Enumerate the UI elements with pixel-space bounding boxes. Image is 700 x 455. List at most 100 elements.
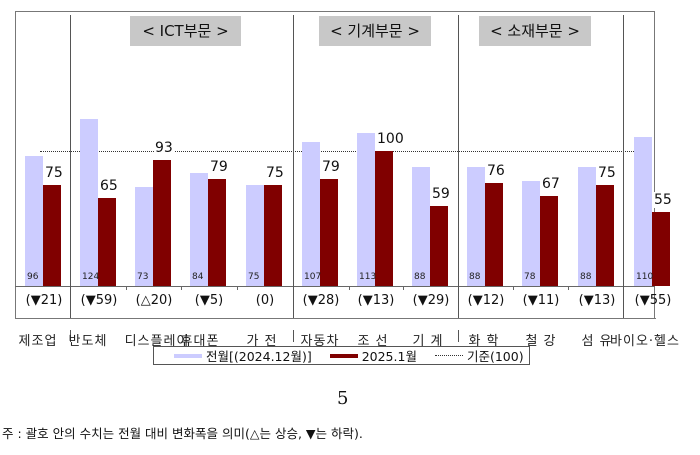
reference-line-100 bbox=[40, 151, 652, 152]
category-label: 디스플레이 bbox=[124, 334, 190, 349]
bar-value-curr: 67 bbox=[541, 176, 561, 192]
bar-value-curr: 75 bbox=[44, 165, 64, 181]
axis-tick bbox=[237, 286, 238, 290]
change-value: (▼13) bbox=[578, 293, 616, 308]
category-label: 철 강 bbox=[525, 334, 557, 349]
bar-value-prev: 75 bbox=[248, 272, 260, 282]
change-value: (▼55) bbox=[634, 293, 672, 308]
change-value: (△20) bbox=[135, 293, 173, 308]
axis-tick bbox=[403, 286, 404, 290]
section-title-ict: < ICT부문 > bbox=[130, 16, 241, 46]
change-value: (▼21) bbox=[25, 293, 63, 308]
bar-value-prev: 84 bbox=[192, 272, 204, 282]
bar-curr-month bbox=[264, 185, 282, 286]
change-value: (▼28) bbox=[302, 293, 340, 308]
bar-value-prev: 113 bbox=[359, 272, 377, 282]
bar-prev-month bbox=[467, 167, 485, 286]
bar-prev-month bbox=[522, 181, 540, 286]
legend-item-curr: 2025.1월 bbox=[329, 346, 417, 365]
change-value: (0) bbox=[255, 293, 275, 308]
section-title-machinery: < 기계부문 > bbox=[319, 16, 431, 46]
bar-curr-month bbox=[652, 212, 670, 286]
legend-item-prev: 전월[(2024.12월)] bbox=[174, 346, 312, 365]
section-title-materials: < 소재부문 > bbox=[479, 16, 591, 46]
legend-label-ref: 기준(100) bbox=[466, 349, 524, 364]
bar-value-curr: 59 bbox=[431, 186, 451, 202]
category-label: 기 계 bbox=[412, 334, 444, 349]
category-label: 제조업 bbox=[18, 334, 58, 349]
change-value: (▼13) bbox=[357, 293, 395, 308]
section-divider bbox=[458, 330, 459, 342]
axis-tick bbox=[568, 286, 569, 290]
change-value: (▼11) bbox=[522, 293, 560, 308]
axis-tick bbox=[181, 286, 182, 290]
change-value: (▼29) bbox=[412, 293, 450, 308]
bar-value-prev: 96 bbox=[27, 272, 39, 282]
change-value: (▼5) bbox=[194, 293, 224, 308]
bar-curr-month bbox=[375, 151, 393, 286]
section-divider bbox=[623, 15, 624, 318]
section-divider bbox=[458, 15, 459, 318]
bar-prev-month bbox=[578, 167, 596, 286]
legend-swatch-curr bbox=[329, 353, 358, 358]
legend-item-ref: 기준(100) bbox=[434, 346, 524, 365]
footnote: 주 : 괄호 안의 수치는 전월 대비 변화폭을 의미(△는 상승, ▼는 하락… bbox=[2, 426, 363, 441]
bar-value-prev: 88 bbox=[580, 272, 592, 282]
bar-value-prev: 88 bbox=[469, 272, 481, 282]
legend-swatch-prev bbox=[174, 353, 202, 358]
section-divider bbox=[70, 330, 71, 342]
bar-value-prev: 73 bbox=[137, 272, 149, 282]
bar-prev-month bbox=[302, 142, 320, 286]
change-value: (▼12) bbox=[467, 293, 505, 308]
category-label: 휴대폰 bbox=[180, 334, 220, 349]
bar-prev-month bbox=[357, 133, 375, 286]
change-value: (▼59) bbox=[80, 293, 118, 308]
bar-value-prev: 88 bbox=[414, 272, 426, 282]
x-axis-baseline bbox=[15, 286, 655, 287]
axis-tick bbox=[513, 286, 514, 290]
section-divider bbox=[70, 15, 71, 318]
axis-tick bbox=[126, 286, 127, 290]
bar-curr-month bbox=[596, 185, 614, 286]
bar-value-prev: 78 bbox=[524, 272, 536, 282]
bar-prev-month bbox=[412, 167, 430, 286]
bar-value-curr: 79 bbox=[209, 159, 229, 175]
bar-prev-month bbox=[246, 185, 264, 286]
category-label: 가 전 bbox=[246, 334, 278, 349]
bar-curr-month bbox=[540, 196, 558, 286]
bar-value-curr: 55 bbox=[653, 192, 673, 208]
bar-value-prev: 107 bbox=[304, 272, 322, 282]
legend-label-curr: 2025.1월 bbox=[361, 349, 417, 364]
bar-curr-month bbox=[153, 160, 171, 286]
page-number: 5 bbox=[337, 388, 349, 409]
bar-value-curr: 79 bbox=[321, 159, 341, 175]
bar-curr-month bbox=[98, 198, 116, 286]
section-divider bbox=[293, 15, 294, 318]
category-label: 자동차 bbox=[300, 334, 340, 349]
bar-value-curr: 75 bbox=[597, 165, 617, 181]
category-label: 조 선 bbox=[357, 334, 389, 349]
bar-value-prev: 124 bbox=[82, 272, 100, 282]
bar-value-prev: 110 bbox=[636, 272, 654, 282]
category-label: 화 학 bbox=[468, 334, 500, 349]
legend: 전월[(2024.12월)] 2025.1월 기준(100) bbox=[153, 346, 530, 365]
bar-prev-month bbox=[190, 173, 208, 286]
bar-value-curr: 100 bbox=[376, 131, 405, 147]
bar-curr-month bbox=[43, 185, 61, 286]
section-divider bbox=[293, 330, 294, 342]
bar-curr-month bbox=[430, 206, 448, 286]
category-label: 반도체 bbox=[68, 334, 108, 349]
bar-prev-month bbox=[80, 119, 98, 286]
bar-value-curr: 75 bbox=[265, 165, 285, 181]
bar-value-curr: 93 bbox=[154, 140, 174, 156]
legend-dotted-line bbox=[434, 355, 463, 356]
legend-label-prev: 전월[(2024.12월)] bbox=[206, 349, 312, 364]
bar-curr-month bbox=[320, 179, 338, 286]
chart-frame bbox=[15, 11, 655, 318]
category-label: 섬 유 bbox=[581, 334, 613, 349]
chart-frame-bottom bbox=[15, 318, 656, 319]
bar-prev-month bbox=[25, 156, 43, 286]
bar-curr-month bbox=[208, 179, 226, 286]
bar-prev-month bbox=[135, 187, 153, 286]
bar-value-curr: 76 bbox=[486, 163, 506, 179]
